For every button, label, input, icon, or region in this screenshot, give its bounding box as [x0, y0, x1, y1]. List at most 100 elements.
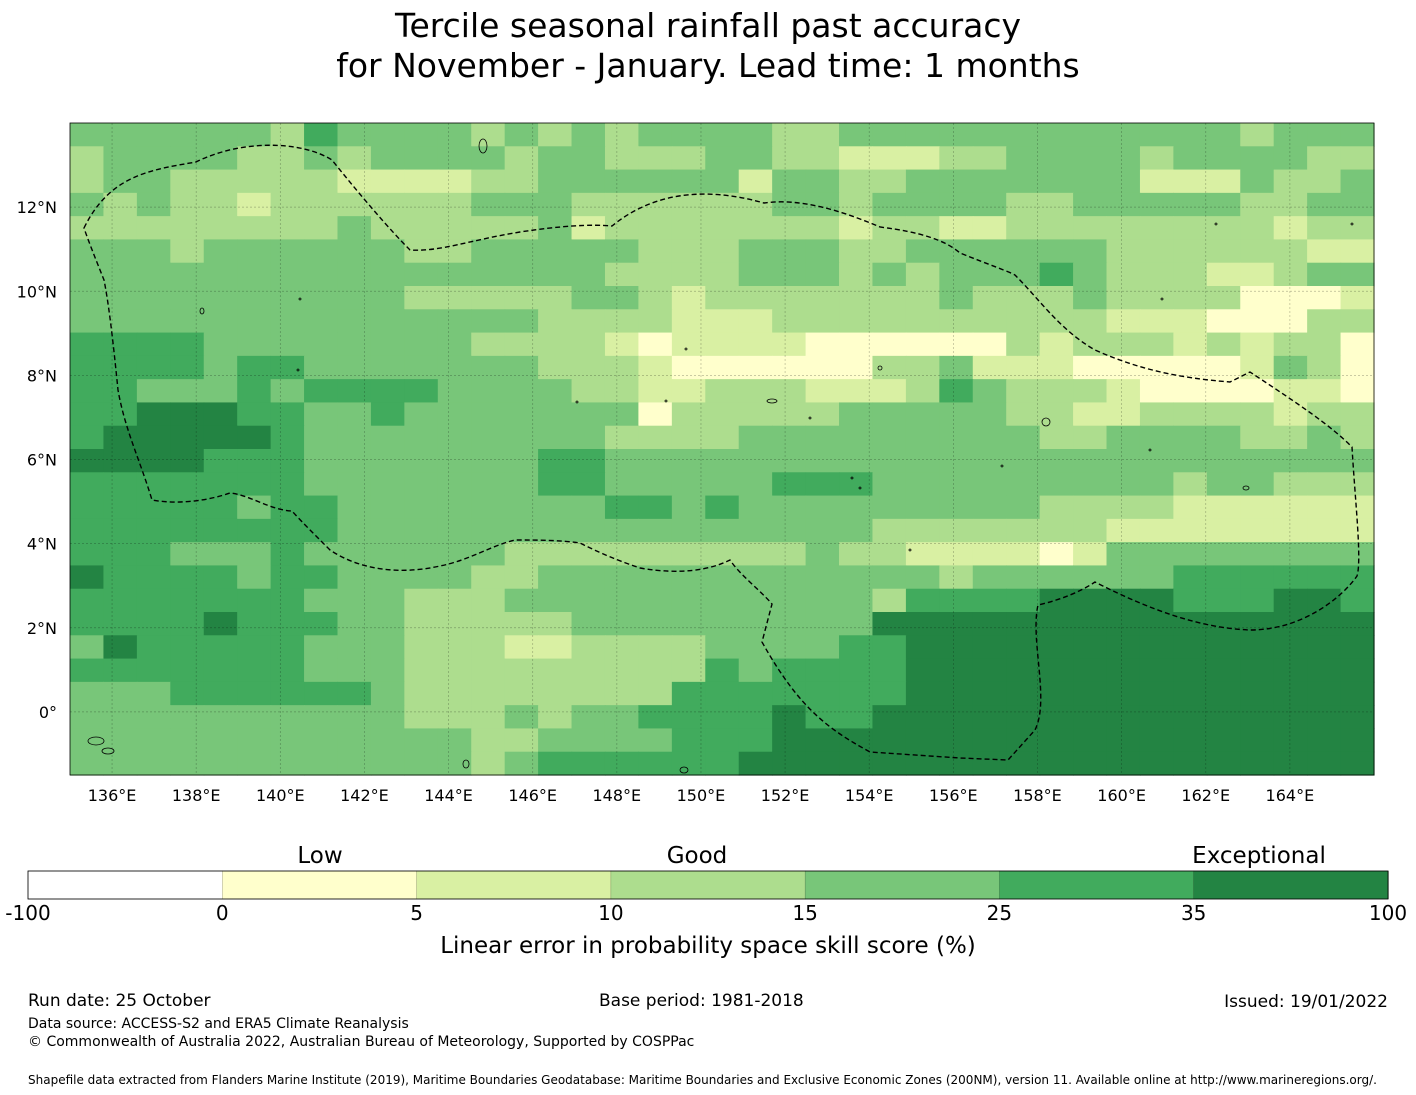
heatmap-cell: [1273, 542, 1308, 567]
island-outline: [478, 138, 488, 154]
heatmap-cell: [237, 565, 272, 590]
heatmap-cell: [70, 146, 105, 171]
heatmap-cell: [772, 472, 807, 497]
heatmap-cell: [872, 146, 907, 171]
heatmap-cell: [1006, 355, 1041, 380]
heatmap-cell: [70, 216, 105, 241]
heatmap-cell: [972, 681, 1007, 706]
heatmap-cell: [504, 681, 539, 706]
heatmap-cell: [905, 495, 940, 520]
heatmap-cell: [370, 355, 405, 380]
heatmap-cell: [370, 169, 405, 194]
colorbar-swatch: [416, 870, 612, 900]
heatmap-cell: [1206, 542, 1241, 567]
heatmap-cell: [905, 239, 940, 264]
heatmap-cell: [772, 286, 807, 310]
heatmap-cell: [772, 612, 807, 636]
heatmap-cell: [972, 449, 1007, 473]
heatmap-cell: [70, 402, 105, 427]
heatmap-cell: [270, 216, 305, 241]
heatmap-cell: [905, 705, 940, 730]
heatmap-cell: [170, 565, 205, 590]
heatmap-cell: [1073, 239, 1108, 264]
heatmap-cell: [170, 146, 205, 171]
heatmap-cell: [805, 542, 840, 567]
heatmap-cell: [1240, 681, 1275, 706]
heatmap-cell: [370, 612, 405, 636]
heatmap-cell: [638, 216, 673, 241]
heatmap-cell: [203, 286, 238, 310]
heatmap-cell: [370, 705, 405, 730]
heatmap-cell: [805, 355, 840, 380]
heatmap-cell: [404, 449, 439, 473]
heatmap-cell: [705, 542, 740, 567]
heatmap-cell: [738, 728, 773, 753]
heatmap-cell: [504, 449, 539, 473]
heatmap-cell: [1273, 286, 1308, 310]
heatmap-cell: [772, 355, 807, 380]
heatmap-cell: [1307, 705, 1342, 730]
heatmap-cell: [1006, 542, 1041, 567]
heatmap-cell: [70, 495, 105, 520]
heatmap-cell: [1273, 588, 1308, 613]
heatmap-cell: [571, 286, 606, 310]
heatmap-cell: [805, 425, 840, 450]
heatmap-cell: [1206, 472, 1241, 497]
heatmap-cell: [170, 169, 205, 194]
heatmap-cell: [337, 472, 372, 497]
heatmap-cell: [504, 472, 539, 497]
heatmap-cell: [1340, 262, 1375, 287]
heatmap-cell: [1039, 216, 1074, 241]
heatmap-cell: [237, 309, 272, 334]
heatmap-cell: [972, 495, 1007, 520]
heatmap-cell: [337, 518, 372, 543]
heatmap-cell: [103, 612, 138, 636]
heatmap-cell: [136, 262, 171, 287]
heatmap-cell: [972, 123, 1007, 147]
heatmap-cell: [337, 123, 372, 147]
heatmap-cell: [1273, 518, 1308, 543]
heatmap-cell: [805, 681, 840, 706]
heatmap-cell: [1106, 123, 1141, 147]
heatmap-cell: [404, 658, 439, 683]
heatmap-cell: [1006, 402, 1041, 427]
heatmap-cell: [337, 565, 372, 590]
heatmap-cell: [738, 472, 773, 497]
heatmap-cell: [538, 355, 573, 380]
heatmap-cell: [404, 565, 439, 590]
heatmap-cell: [738, 146, 773, 171]
heatmap-cell: [1206, 565, 1241, 590]
heatmap-cell: [1340, 402, 1375, 427]
heatmap-cell: [571, 612, 606, 636]
heatmap-cell: [1307, 681, 1342, 706]
heatmap-cell: [1139, 262, 1174, 287]
colorbar-tick-label: -100: [5, 901, 51, 925]
heatmap-cell: [839, 612, 874, 636]
heatmap-cell: [70, 123, 105, 147]
heatmap-cell: [1307, 309, 1342, 334]
heatmap-cell: [203, 705, 238, 730]
heatmap-cell: [1106, 239, 1141, 264]
heatmap-cell: [939, 705, 974, 730]
heatmap-cell: [1006, 192, 1041, 217]
heatmap-cell: [270, 146, 305, 171]
island-outline: [858, 486, 862, 490]
heatmap-cell: [1340, 379, 1375, 404]
island-outline: [908, 548, 912, 552]
heatmap-cell: [237, 425, 272, 450]
heatmap-cell: [1307, 542, 1342, 567]
heatmap-cell: [437, 146, 472, 171]
run-date: Run date: 25 October: [28, 991, 211, 1011]
heatmap-cell: [638, 542, 673, 567]
heatmap-cell: [604, 612, 640, 636]
heatmap-cell: [1273, 751, 1308, 776]
heatmap-cell: [504, 286, 539, 310]
colorbar-swatch: [999, 870, 1195, 900]
heatmap-cell: [872, 588, 907, 613]
heatmap-cell: [671, 332, 706, 357]
heatmap-cell: [571, 705, 606, 730]
heatmap-cell: [270, 449, 305, 473]
heatmap-cell: [1240, 169, 1275, 194]
heatmap-cell: [571, 123, 606, 147]
heatmap-cell: [604, 495, 640, 520]
